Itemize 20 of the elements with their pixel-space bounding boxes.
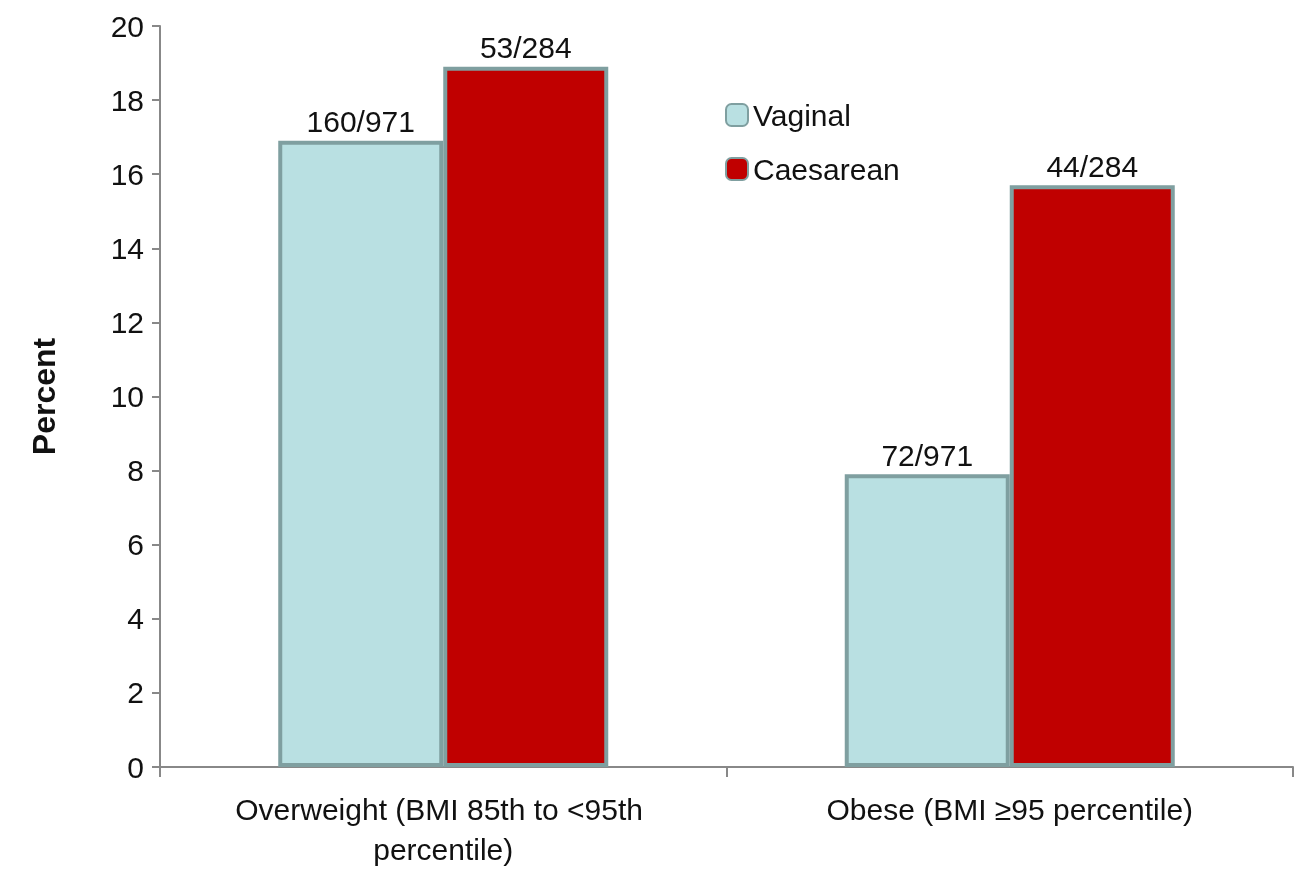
- legend-label: Caesarean: [753, 152, 900, 186]
- x-tick-label: Obese (BMI ≥95 percentile): [826, 792, 1194, 826]
- data-label: 72/971: [881, 438, 974, 472]
- y-tick-label: 18: [110, 83, 144, 117]
- y-tick-label: 2: [127, 676, 144, 710]
- y-tick-label: 12: [110, 305, 144, 339]
- y-tick-label: 8: [127, 454, 144, 488]
- y-tick-label: 16: [110, 157, 144, 191]
- data-label: 160/971: [306, 105, 415, 139]
- y-tick-label: 6: [127, 528, 144, 562]
- y-axis-title: Percent: [26, 337, 62, 456]
- data-label: 53/284: [479, 31, 572, 65]
- y-tick-label: 0: [127, 750, 144, 784]
- y-tick-label: 20: [110, 9, 144, 43]
- y-tick-label: 14: [110, 231, 144, 265]
- legend-label: Vaginal: [753, 98, 851, 132]
- data-label: 44/284: [1046, 149, 1139, 183]
- y-tick-label: 4: [127, 602, 144, 636]
- x-tick-label: Overweight (BMI 85th to <95th percentile): [235, 792, 652, 866]
- y-tick-label: 10: [110, 380, 144, 413]
